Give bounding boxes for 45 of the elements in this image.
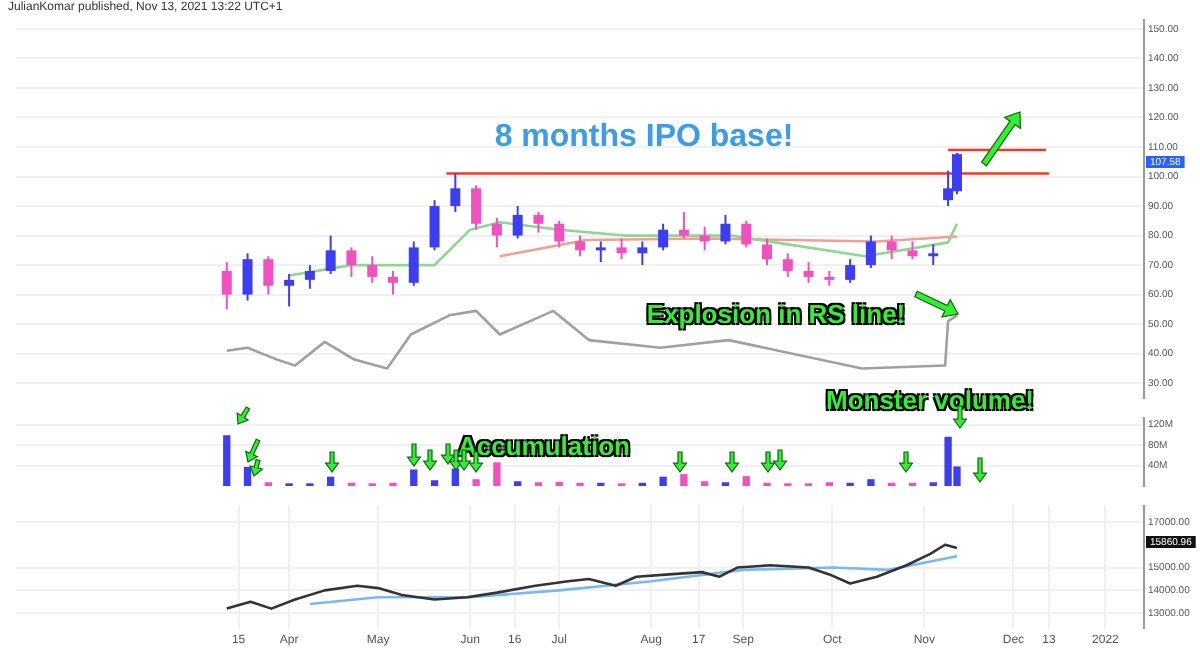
candlestick — [304, 264, 315, 290]
candlestick — [284, 272, 295, 308]
annotation: Explosion in RS line! — [646, 299, 906, 329]
candlestick — [886, 234, 897, 261]
candlestick — [616, 237, 627, 261]
annotation: Monster volume! — [825, 385, 1035, 415]
candlestick — [512, 205, 523, 240]
candlestick — [845, 258, 856, 284]
bar — [326, 476, 335, 486]
candlestick — [762, 237, 773, 267]
candlestick — [865, 234, 876, 270]
bar — [867, 479, 875, 486]
candlestick — [387, 270, 398, 296]
candlestick — [263, 255, 274, 296]
candlestick — [325, 234, 336, 275]
candlestick — [429, 199, 440, 252]
candlestick — [637, 240, 648, 267]
candlestick — [491, 216, 502, 249]
candlestick — [928, 243, 939, 267]
bar — [223, 435, 231, 486]
candlestick — [658, 222, 669, 252]
candlestick — [533, 210, 544, 234]
candlestick — [242, 252, 253, 302]
candlestick — [741, 219, 752, 249]
bar — [430, 480, 439, 486]
candlestick — [595, 240, 606, 264]
bar — [472, 479, 480, 486]
bar — [680, 474, 688, 486]
bar — [659, 476, 667, 486]
candlestick — [221, 261, 232, 311]
candlestick — [367, 255, 378, 284]
candlestick — [782, 252, 793, 278]
bar — [742, 476, 750, 486]
candlestick — [346, 246, 357, 278]
candlestick — [720, 213, 731, 246]
candlestick — [554, 219, 565, 249]
candlestick — [471, 184, 482, 231]
annotation: Accumulation — [458, 431, 630, 461]
candlestick — [408, 240, 419, 287]
candlestick — [450, 172, 461, 213]
bar — [493, 462, 501, 486]
annotation: 8 months IPO base! — [494, 120, 794, 156]
candlestick — [678, 210, 689, 240]
candlestick — [575, 234, 585, 258]
candlestick — [803, 261, 814, 284]
